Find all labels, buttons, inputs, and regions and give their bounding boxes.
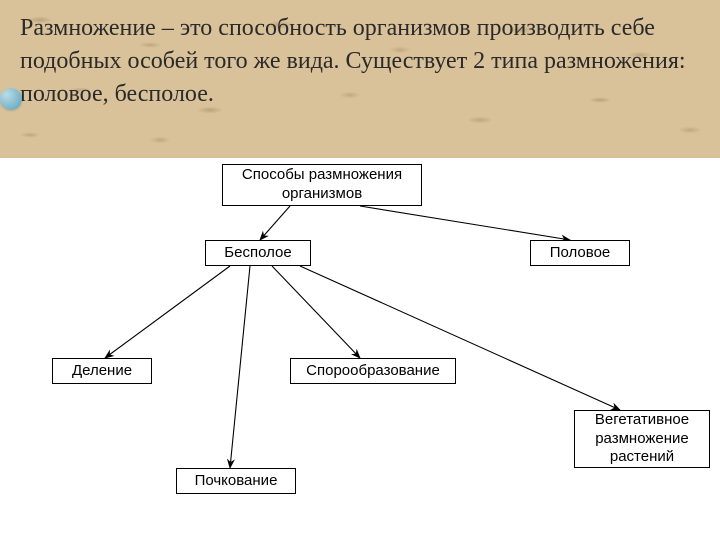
diagram-node-asexual: Бесполое [205, 240, 311, 266]
edge-asexual-budding [230, 266, 250, 468]
header-panel: Размножение – это способность организмов… [0, 0, 720, 158]
accent-circle-icon [0, 88, 22, 110]
edge-root-sexual [360, 206, 570, 240]
diagram-arrows [0, 158, 720, 540]
diagram-node-sexual: Половое [530, 240, 630, 266]
edge-asexual-veg [300, 266, 620, 410]
diagram-node-veg: Вегетативное размножение растений [574, 410, 710, 468]
header-text: Размножение – это способность организмов… [20, 12, 700, 111]
edge-root-asexual [260, 206, 290, 240]
diagram-node-spore: Спорообразование [290, 358, 456, 384]
diagram-node-division: Деление [52, 358, 152, 384]
edge-asexual-division [105, 266, 230, 358]
diagram-node-budding: Почкование [176, 468, 296, 494]
edge-asexual-spore [272, 266, 360, 358]
diagram-area: Способы размножения организмов Бесполое По… [0, 158, 720, 540]
diagram-node-root: Способы размножения организмов [222, 164, 422, 206]
